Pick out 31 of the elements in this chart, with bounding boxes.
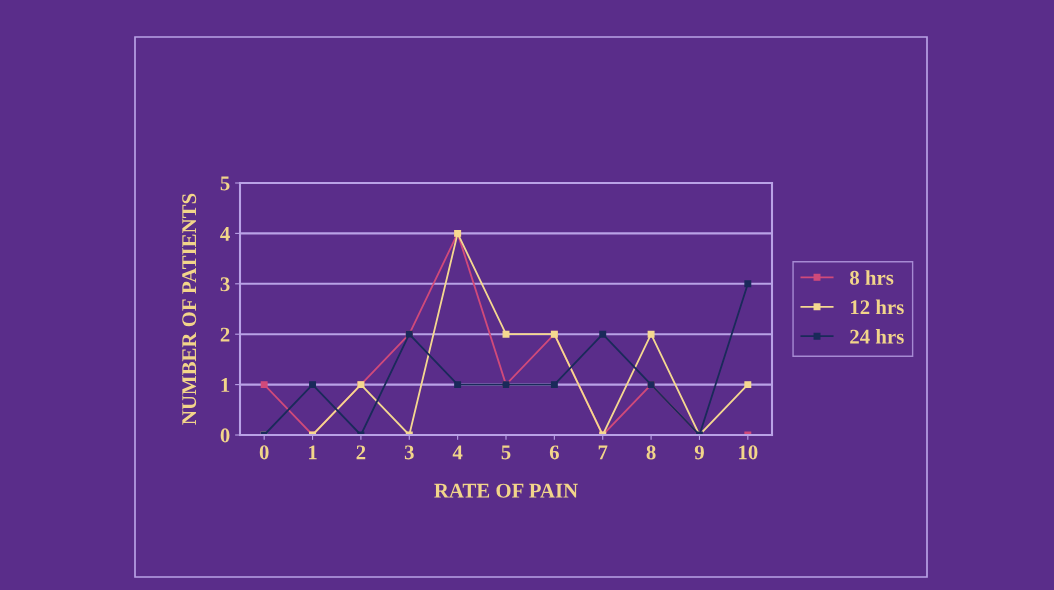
x-tick-label: 4 (452, 445, 463, 460)
point (599, 330, 607, 338)
point (744, 280, 752, 288)
legend-label: 12 hrs (850, 299, 904, 315)
y-tick-label: 4 (220, 226, 230, 241)
x-tick-label: 0 (259, 445, 269, 460)
y-tick-label: 1 (221, 378, 230, 392)
legend-label: 8 hrs (850, 270, 894, 285)
point (260, 381, 268, 389)
point (550, 381, 558, 389)
x-tick-label: 7 (598, 445, 608, 460)
x-tick-label: 9 (694, 445, 704, 460)
y-tick-label: 5 (220, 176, 230, 191)
y-tick-label: 3 (220, 277, 230, 292)
point (744, 381, 752, 389)
x-tick-label: 6 (549, 445, 559, 460)
x-axis-title: RATE OF PAIN (434, 483, 578, 498)
y-tick-label: 0 (220, 428, 230, 443)
point (309, 381, 317, 389)
legend-label: 24 hrs (850, 329, 904, 344)
x-tick-label: 5 (501, 445, 511, 460)
y-tick-label: 2 (220, 327, 230, 342)
point (647, 330, 655, 338)
point (502, 330, 510, 338)
x-tick-label: 3 (404, 445, 414, 460)
x-tick-label: 10 (739, 445, 758, 460)
x-tick-label: 8 (646, 445, 656, 460)
point (454, 381, 462, 389)
y-axis-title: NUMBER OF PATIENTS (182, 193, 197, 425)
x-tick-label: 1 (309, 445, 317, 460)
x-tick-label: 2 (356, 445, 366, 460)
